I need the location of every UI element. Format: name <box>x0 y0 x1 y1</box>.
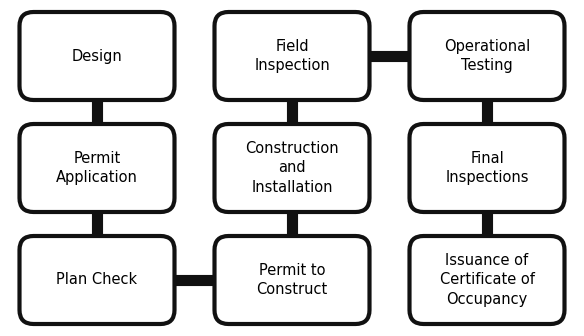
FancyBboxPatch shape <box>19 124 175 212</box>
Text: Issuance of
Certificate of
Occupancy: Issuance of Certificate of Occupancy <box>440 253 534 307</box>
Text: Permit to
Construct: Permit to Construct <box>256 263 328 297</box>
FancyBboxPatch shape <box>214 12 370 100</box>
Text: Design: Design <box>72 48 123 64</box>
Text: Construction
and
Installation: Construction and Installation <box>245 141 339 195</box>
Text: Operational
Testing: Operational Testing <box>444 39 530 73</box>
Text: Permit
Application: Permit Application <box>56 151 138 185</box>
FancyBboxPatch shape <box>409 124 565 212</box>
Text: Plan Check: Plan Check <box>57 272 138 288</box>
FancyBboxPatch shape <box>214 124 370 212</box>
Text: Final
Inspections: Final Inspections <box>445 151 529 185</box>
FancyBboxPatch shape <box>409 236 565 324</box>
FancyBboxPatch shape <box>214 236 370 324</box>
Text: Field
Inspection: Field Inspection <box>254 39 330 73</box>
FancyBboxPatch shape <box>19 12 175 100</box>
FancyBboxPatch shape <box>19 236 175 324</box>
FancyBboxPatch shape <box>409 12 565 100</box>
